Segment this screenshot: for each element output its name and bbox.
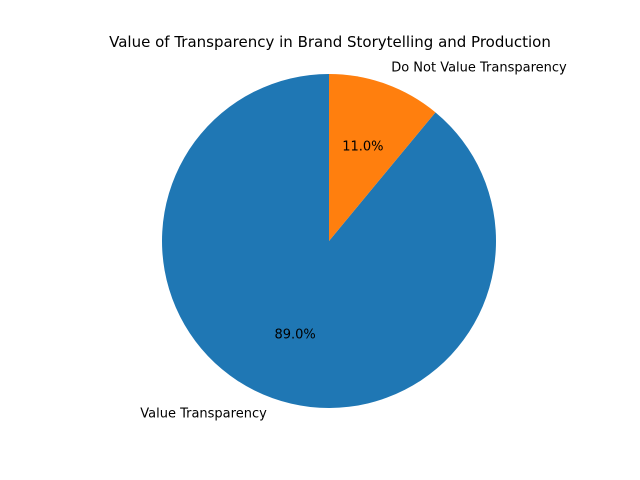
slice-label-do-not-value-transparency: Do Not Value Transparency xyxy=(391,60,567,76)
pie-slice-value-transparency xyxy=(162,74,497,408)
slice-label-value-transparency: Value Transparency xyxy=(140,406,267,422)
pct-label-value-transparency: 89.0% xyxy=(274,327,316,343)
chart-title: Value of Transparency in Brand Storytell… xyxy=(109,33,551,51)
pie-slice-do-not-value-transparency xyxy=(329,74,436,241)
pct-label-do-not-value-transparency: 11.0% xyxy=(342,139,384,155)
